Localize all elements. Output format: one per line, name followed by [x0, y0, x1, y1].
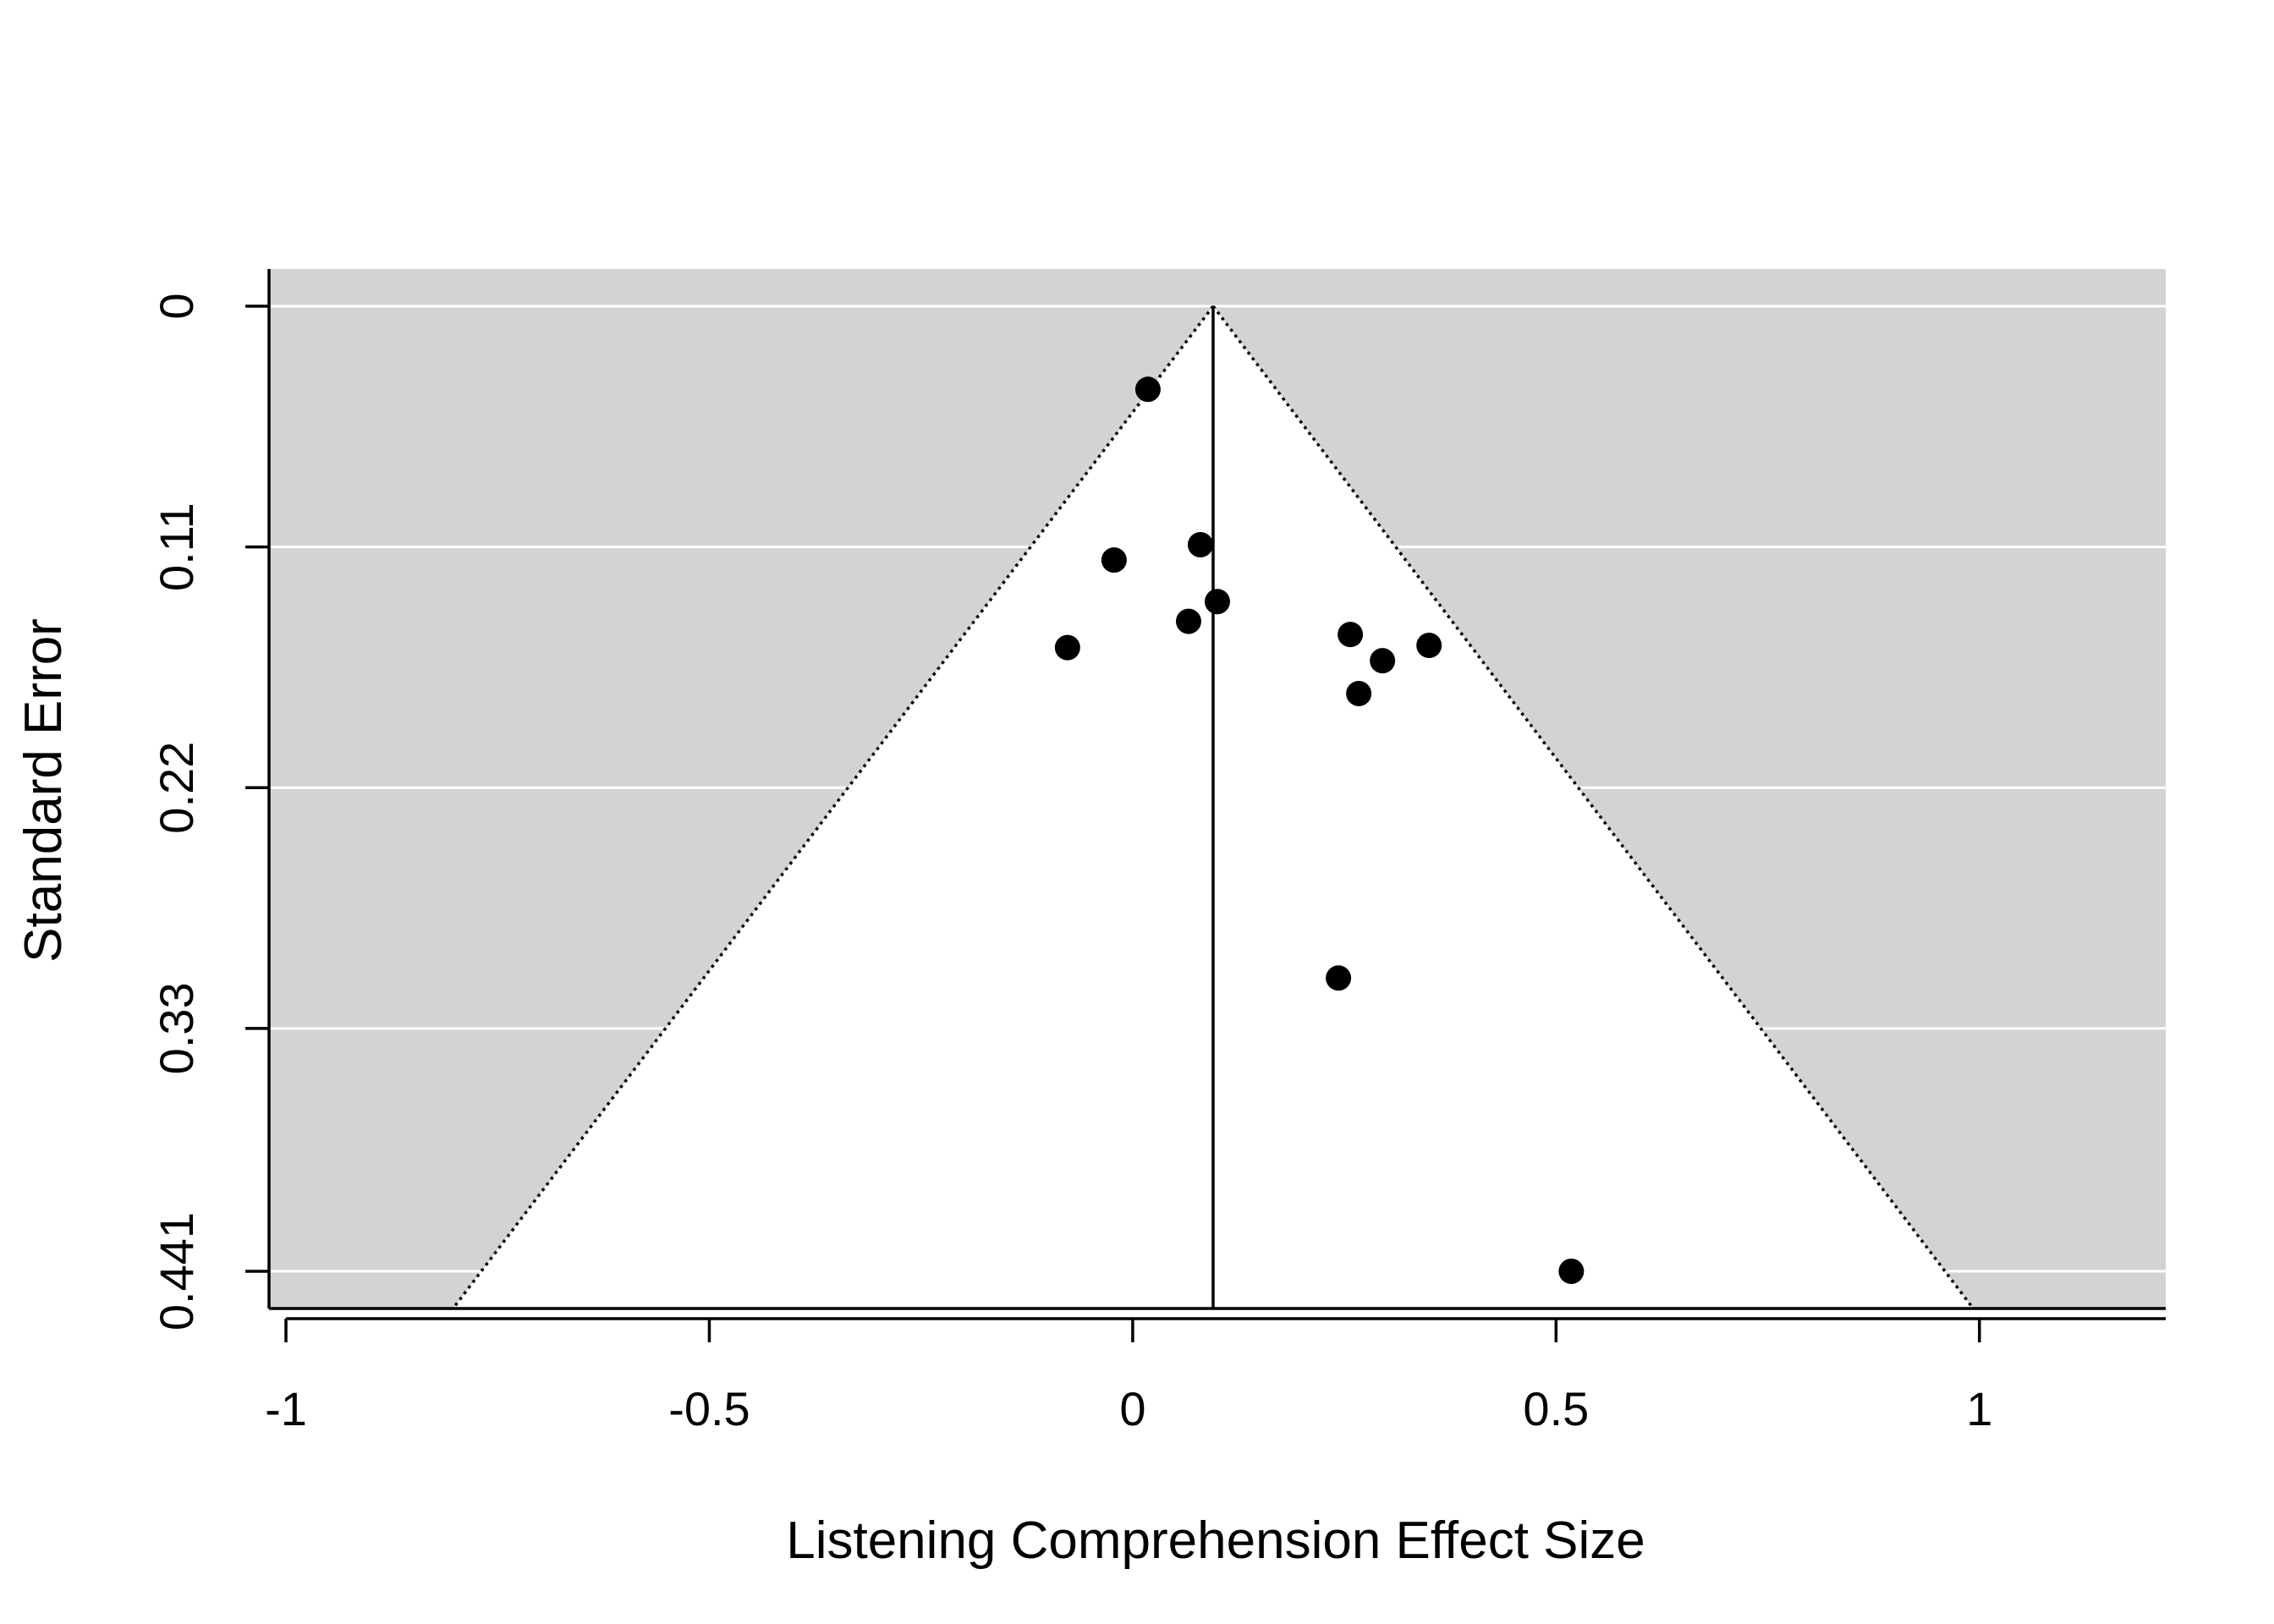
funnel-right-bound	[1211, 304, 1975, 1310]
x-tick-label-1: -0.5	[668, 1382, 750, 1435]
data-point-1	[1187, 532, 1213, 558]
y-tick-label-3: 0.33	[150, 982, 203, 1074]
data-point-2	[1101, 547, 1127, 573]
funnel-left-bound	[452, 304, 1215, 1310]
data-point-3	[1205, 589, 1230, 615]
data-point-10	[1326, 965, 1352, 991]
y-tick-label-4: 0.441	[150, 1212, 203, 1330]
data-point-6	[1337, 622, 1364, 648]
data-point-4	[1175, 608, 1201, 634]
data-point-7	[1416, 633, 1442, 659]
x-tick-label-4: 1	[1966, 1382, 1992, 1435]
y-axis-label: Standard Error	[14, 618, 73, 963]
data-point-8	[1370, 648, 1396, 674]
x-tick-label-3: 0.5	[1523, 1382, 1589, 1435]
x-axis-ticks: -1 -0.5 0 0.5 1	[265, 1319, 1992, 1435]
data-point-9	[1346, 680, 1372, 706]
data-point-5	[1054, 634, 1080, 661]
data-point-0	[1134, 376, 1161, 403]
y-tick-label-1: 0.11	[150, 502, 203, 591]
x-tick-label-0: -1	[265, 1382, 307, 1435]
y-axis-ticks: 0 0.11 0.22 0.33 0.441	[150, 293, 269, 1330]
gridlines	[269, 304, 2166, 1273]
y-tick-label-2: 0.22	[150, 742, 203, 834]
x-tick-label-2: 0	[1119, 1382, 1145, 1435]
y-tick-label-0: 0	[150, 293, 203, 319]
data-points	[1054, 376, 1585, 1285]
x-axis-label: Listening Comprehension Effect Size	[786, 1512, 1645, 1570]
data-point-11	[1558, 1259, 1585, 1285]
